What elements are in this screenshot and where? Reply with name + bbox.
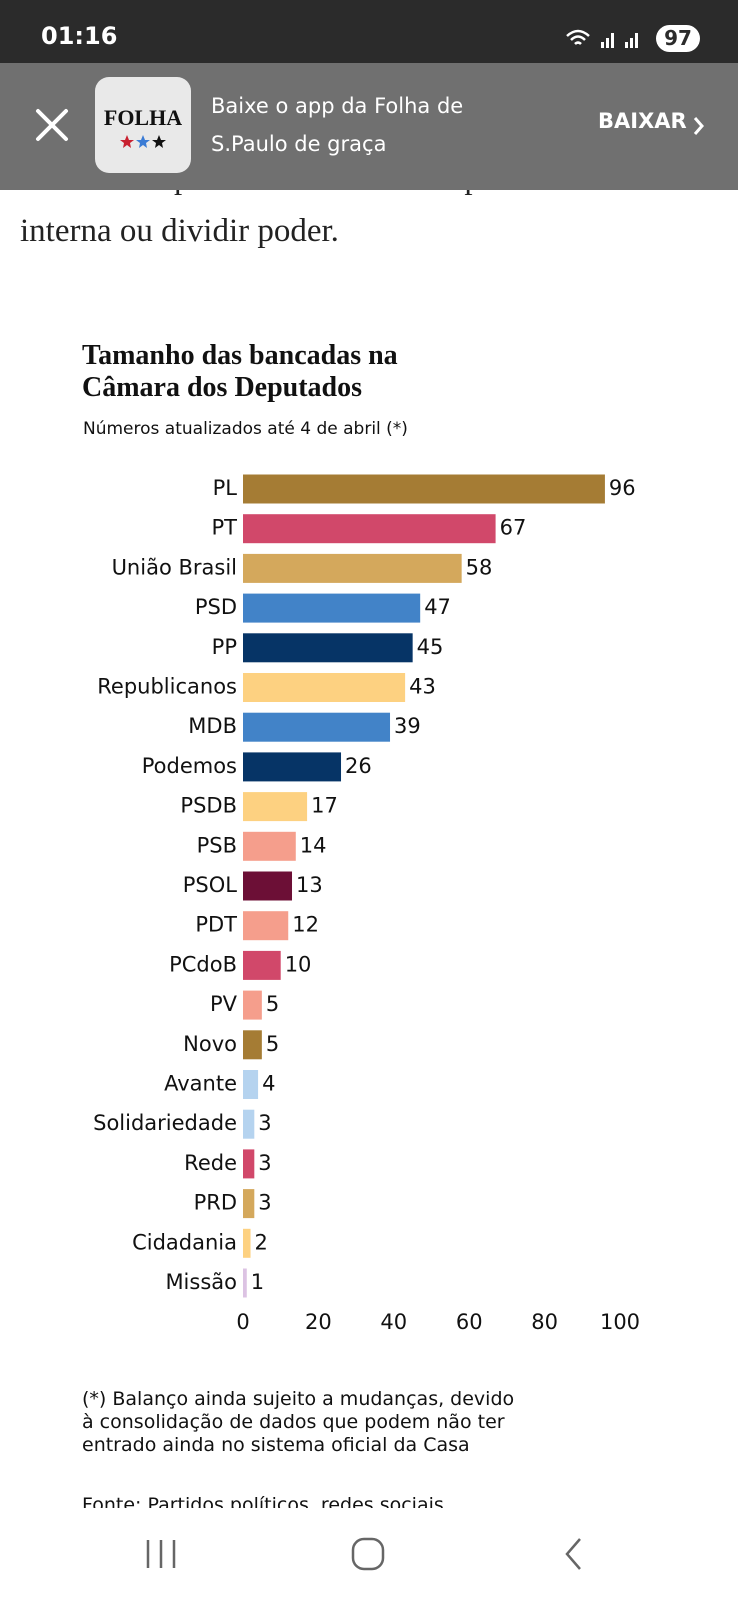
y-tick-label: PDT — [195, 913, 237, 937]
bar — [243, 752, 342, 782]
bar — [243, 871, 293, 901]
nav-bar — [0, 1508, 738, 1600]
bar — [243, 1109, 255, 1139]
close-button[interactable] — [35, 108, 69, 142]
value-label: 26 — [345, 754, 372, 778]
value-label: 1 — [251, 1270, 264, 1294]
value-label: 12 — [292, 913, 319, 937]
bar — [243, 911, 289, 941]
bar — [243, 990, 262, 1020]
bar — [243, 593, 421, 623]
status-bar: 01:16 97 — [0, 0, 738, 63]
x-tick-label: 80 — [531, 1310, 558, 1334]
y-tick-label: Cidadania — [132, 1230, 237, 1254]
y-tick-label: PCdoB — [169, 952, 237, 976]
value-label: 3 — [258, 1191, 271, 1215]
bar — [243, 1268, 247, 1298]
y-tick-label: PT — [212, 516, 238, 540]
y-tick-label: Avante — [164, 1072, 237, 1096]
app-logo: FOLHA — [95, 77, 191, 173]
y-tick-label: Missão — [165, 1270, 237, 1294]
bar — [243, 1228, 251, 1258]
y-tick-label: MDB — [188, 714, 237, 738]
y-tick-label: PRD — [194, 1191, 237, 1215]
bar — [243, 474, 605, 504]
bar — [243, 514, 496, 544]
bar — [243, 712, 391, 742]
value-label: 67 — [500, 516, 527, 540]
y-tick-label: Republicanos — [97, 675, 237, 699]
value-label: 3 — [258, 1111, 271, 1135]
bar — [243, 1030, 262, 1060]
home-button[interactable] — [350, 1536, 386, 1572]
y-tick-label: Solidariedade — [93, 1111, 237, 1135]
logo-stars — [120, 135, 166, 148]
bar — [243, 633, 413, 663]
back-button[interactable] — [562, 1536, 586, 1572]
bar — [243, 673, 406, 702]
x-tick-label: 40 — [380, 1310, 407, 1334]
y-tick-label: PP — [212, 635, 237, 659]
banner-text: Baixe o app da Folha de S.Paulo de graça — [211, 94, 464, 156]
y-tick-label: PSD — [195, 595, 237, 619]
signal-icons — [566, 29, 638, 48]
x-tick-label: 100 — [600, 1310, 640, 1334]
y-tick-label: PV — [210, 992, 238, 1016]
x-tick-label: 0 — [236, 1310, 249, 1334]
value-label: 58 — [466, 555, 493, 579]
footnote: (*) Balanço ainda sujeito a mudanças, de… — [82, 1388, 515, 1456]
value-label: 2 — [255, 1230, 268, 1254]
value-label: 43 — [409, 675, 436, 699]
value-label: 10 — [285, 952, 312, 976]
bar — [243, 1189, 255, 1219]
logo-text: FOLHA — [103, 105, 183, 130]
value-label: 13 — [296, 873, 323, 897]
y-tick-label: União Brasil — [112, 555, 237, 579]
value-label: 39 — [394, 714, 421, 738]
y-tick-label: PSOL — [183, 873, 238, 897]
bar — [243, 792, 308, 822]
value-label: 5 — [266, 992, 279, 1016]
value-label: 14 — [300, 833, 327, 857]
bar — [243, 950, 281, 980]
y-tick-label: PL — [213, 476, 238, 500]
battery: 97 — [656, 25, 700, 52]
bar — [243, 1149, 255, 1179]
value-label: 17 — [311, 794, 338, 818]
download-button[interactable]: BAIXAR — [598, 109, 687, 133]
y-tick-label: PSDB — [180, 794, 237, 818]
value-label: 96 — [609, 476, 636, 500]
recents-button[interactable] — [145, 1538, 177, 1570]
y-tick-label: Podemos — [142, 754, 237, 778]
y-tick-label: Rede — [184, 1151, 237, 1175]
value-label: 47 — [424, 595, 451, 619]
x-tick-label: 20 — [305, 1310, 332, 1334]
y-tick-label: PSB — [197, 833, 237, 857]
chart-title: Tamanho das bancadas na Câmara dos Deput… — [82, 340, 398, 403]
bar — [243, 553, 462, 583]
y-tick-label: Novo — [183, 1032, 237, 1056]
value-label: 4 — [262, 1072, 275, 1096]
article-line: interna ou dividir poder. — [20, 213, 339, 249]
chart-subtitle: Números atualizados até 4 de abril (*) — [83, 419, 408, 439]
x-tick-label: 60 — [456, 1310, 483, 1334]
value-label: 5 — [266, 1032, 279, 1056]
bar — [243, 1070, 259, 1099]
app-banner: FOLHA Baixe o app da Folha de S.Paulo de… — [0, 63, 738, 190]
value-label: 3 — [258, 1151, 271, 1175]
bar — [243, 831, 296, 861]
clock: 01:16 — [41, 22, 118, 50]
chevron-icon — [693, 117, 704, 135]
value-label: 45 — [417, 635, 444, 659]
